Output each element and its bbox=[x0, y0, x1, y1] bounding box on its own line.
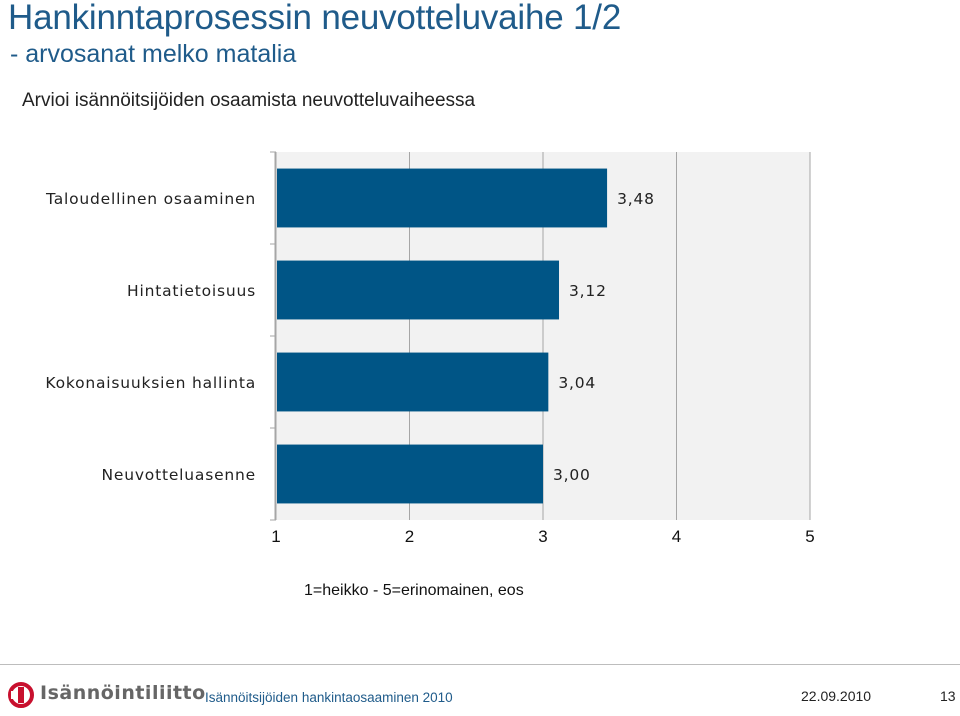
logo-mark-icon bbox=[8, 682, 34, 708]
survey-question: Arvioi isännöitsijöiden osaamista neuvot… bbox=[22, 90, 476, 111]
value-label: 3,48 bbox=[617, 190, 655, 208]
bar bbox=[277, 260, 560, 320]
value-label: 3,04 bbox=[558, 374, 596, 392]
page-number: 13 bbox=[940, 688, 956, 704]
category-label: Hintatietoisuus bbox=[127, 282, 256, 300]
footer-presentation-title: Isännöitsijöiden hankintaosaaminen 2010 bbox=[205, 690, 453, 705]
isannointiliitto-logo: Isännöintiliitto bbox=[6, 678, 205, 712]
x-tick-label: 3 bbox=[538, 527, 547, 546]
footer-date: 22.09.2010 bbox=[801, 688, 872, 704]
scale-note: 1=heikko - 5=erinomainen, eos bbox=[304, 582, 524, 599]
category-label: Kokonaisuuksien hallinta bbox=[45, 374, 256, 392]
category-label: Neuvotteluasenne bbox=[101, 466, 256, 484]
category-label: Taloudellinen osaaminen bbox=[45, 190, 256, 208]
x-tick-label: 5 bbox=[805, 527, 814, 546]
bar bbox=[277, 444, 543, 504]
x-tick-label: 2 bbox=[405, 527, 414, 546]
x-tick-label: 4 bbox=[672, 527, 681, 546]
value-label: 3,00 bbox=[553, 466, 591, 484]
value-label: 3,12 bbox=[569, 282, 607, 300]
bar-chart: Taloudellinen osaaminen 3,48 Hintatietoisu… bbox=[45, 151, 815, 546]
bar bbox=[277, 168, 608, 228]
footer-divider bbox=[0, 664, 960, 665]
bar bbox=[277, 352, 549, 412]
slide-title: Hankinntaprosessin neuvotteluvaihe 1/2 bbox=[8, 0, 622, 37]
x-tick-label: 1 bbox=[271, 527, 280, 546]
slide-subtitle: - arvosanat melko matalia bbox=[10, 40, 297, 68]
logo-text: Isännöintiliitto bbox=[40, 682, 206, 704]
